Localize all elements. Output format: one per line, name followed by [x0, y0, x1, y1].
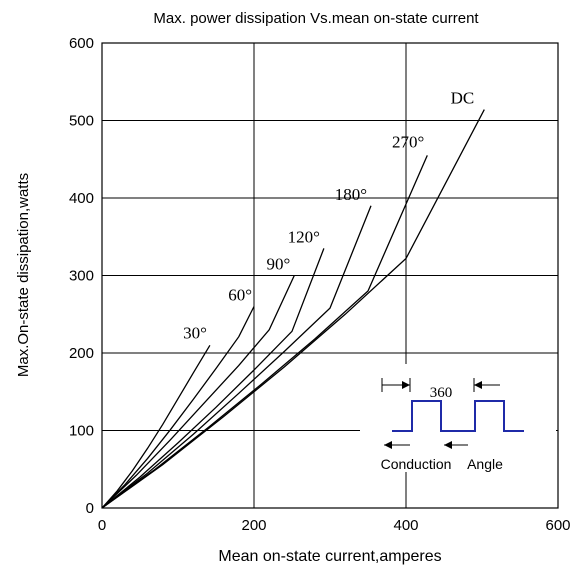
curve-label-0: 30°: [183, 323, 207, 342]
angle-label: Angle: [467, 456, 503, 472]
curve-label-2: 90°: [266, 255, 290, 274]
y-tick-label-400: 400: [69, 190, 94, 207]
curve-0: [101, 344, 211, 509]
curve-2: [101, 275, 295, 509]
curve-3: [101, 248, 325, 509]
curve-4: [101, 205, 372, 509]
inset-background: [360, 364, 556, 472]
conduction-label: Conduction: [381, 456, 452, 472]
curve-6: [101, 109, 485, 509]
period-label: 360: [430, 385, 453, 401]
y-tick-label-500: 500: [69, 113, 94, 130]
period-arrowhead-left: [402, 381, 410, 389]
y-tick-label-0: 0: [86, 500, 94, 517]
curve-label-4: 180°: [335, 185, 367, 204]
conduction-waveform: [392, 400, 524, 432]
curve-label-6: DC: [451, 89, 475, 108]
y-axis-label: Max.On-state dissipation,watts: [15, 173, 32, 377]
curve-label-1: 60°: [228, 286, 252, 305]
tick-labels: 0 100 200 300 400 500 600 0 200 400 600: [69, 35, 571, 534]
y-tick-label-200: 200: [69, 345, 94, 362]
x-tick-label-600: 600: [545, 517, 570, 534]
y-tick-label-300: 300: [69, 268, 94, 285]
conduction-angle-inset: 360 Conduction Angle: [360, 364, 556, 472]
curve-label-3: 120°: [288, 227, 320, 246]
curves-group: [101, 109, 485, 509]
conduction-arrowhead-left: [384, 441, 392, 449]
x-tick-label-0: 0: [98, 517, 106, 534]
curve-1: [101, 306, 255, 509]
x-tick-label-200: 200: [241, 517, 266, 534]
chart-title: Max. power dissipation Vs.mean on-state …: [153, 10, 479, 27]
curve-labels-group: 30° 60° 90° 120° 180° 270° DC: [183, 89, 474, 343]
period-arrowhead-right: [474, 381, 482, 389]
y-tick-label-600: 600: [69, 35, 94, 52]
y-tick-label-100: 100: [69, 423, 94, 440]
x-tick-label-400: 400: [393, 517, 418, 534]
conduction-arrowhead-right: [444, 441, 452, 449]
curve-label-5: 270°: [392, 132, 424, 151]
x-axis-label: Mean on-state current,amperes: [218, 548, 441, 565]
